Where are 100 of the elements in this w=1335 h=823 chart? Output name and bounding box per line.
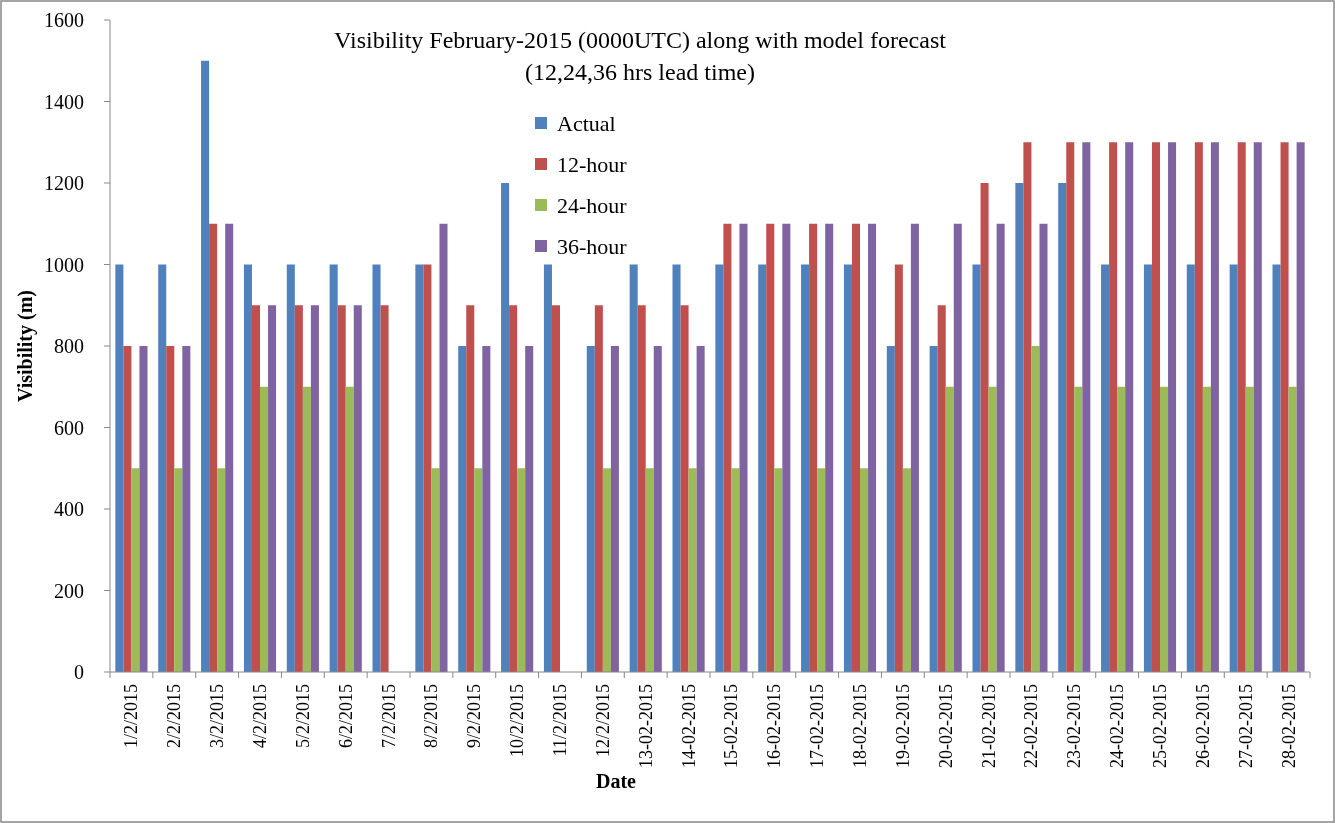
bar	[843, 264, 852, 672]
bar	[423, 264, 432, 672]
bar	[1151, 142, 1160, 672]
bar	[474, 468, 483, 672]
bar	[1015, 183, 1024, 672]
bar	[945, 386, 954, 672]
bar	[825, 223, 834, 672]
x-tick-label: 23-02-2015	[1064, 684, 1085, 768]
bar	[637, 305, 646, 672]
x-axis-title: Date	[596, 770, 637, 792]
bar	[886, 346, 895, 672]
bar	[672, 264, 681, 672]
bar	[1117, 386, 1126, 672]
bar	[902, 468, 911, 672]
bar	[1023, 142, 1032, 672]
bar	[758, 264, 767, 672]
bar	[415, 264, 424, 672]
bar	[345, 386, 354, 672]
bar	[431, 468, 440, 672]
bar	[372, 264, 381, 672]
bar	[929, 346, 938, 672]
bar	[1229, 264, 1238, 672]
bar	[894, 264, 903, 672]
bar	[380, 305, 389, 672]
bar	[302, 386, 311, 672]
text: (12,24,36 hrs lead time)	[525, 59, 755, 85]
y-tick-label: 1400	[44, 90, 84, 113]
bar	[551, 305, 560, 672]
bar	[1074, 386, 1083, 672]
bar	[158, 264, 167, 672]
x-tick-label: 5/2/2015	[292, 684, 313, 749]
bar	[739, 223, 748, 672]
bar	[1186, 264, 1195, 672]
x-tick-label: 21-02-2015	[978, 684, 999, 768]
bar	[166, 346, 175, 672]
bar	[1101, 264, 1110, 672]
bar	[182, 346, 191, 672]
x-tick-label: 12/2/2015	[592, 684, 613, 758]
bar	[1125, 142, 1134, 672]
bar	[860, 468, 869, 672]
bar	[1109, 142, 1118, 672]
bar	[286, 264, 295, 672]
bar	[310, 305, 319, 672]
x-tick-label: 24-02-2015	[1107, 684, 1128, 768]
bar	[1210, 142, 1219, 672]
bar	[251, 305, 260, 672]
bar	[774, 468, 783, 672]
bar	[225, 223, 234, 672]
x-tick-label: 26-02-2015	[1192, 684, 1213, 768]
bar	[817, 468, 826, 672]
bar	[517, 468, 526, 672]
bar	[1066, 142, 1075, 672]
y-tick-label: 200	[54, 579, 84, 602]
y-tick-label: 600	[54, 416, 84, 439]
x-tick-label: 28-02-2015	[1278, 684, 1299, 768]
bar	[594, 305, 603, 672]
bar	[937, 305, 946, 672]
x-tick-label: 19-02-2015	[892, 684, 913, 768]
bar	[174, 468, 183, 672]
x-tick-label: 11/2/2015	[550, 684, 570, 757]
bar	[972, 264, 981, 672]
x-tick-label: 3/2/2015	[207, 684, 228, 749]
x-tick-label: 7/2/2015	[378, 684, 399, 749]
bar	[294, 305, 303, 672]
bar	[217, 468, 226, 672]
bar	[260, 386, 269, 672]
bar	[439, 223, 448, 672]
chart-title: Visibility February-2015 (0000UTC) along with model forecast	[334, 27, 947, 53]
bar	[209, 223, 218, 672]
bar	[1296, 142, 1305, 672]
bar	[602, 468, 611, 672]
y-tick-label: 1600	[44, 9, 84, 31]
x-tick-label: 2/2/2015	[164, 684, 185, 749]
bar	[851, 223, 860, 672]
legend-label: Actual	[557, 110, 616, 136]
x-tick-label: 10/2/2015	[507, 684, 528, 758]
bar	[115, 264, 124, 672]
bar	[123, 346, 132, 672]
bar	[1082, 142, 1091, 672]
bar	[629, 264, 638, 672]
y-tick-label: 1200	[44, 172, 84, 194]
bar	[782, 223, 791, 672]
bar	[801, 264, 810, 672]
bar	[731, 468, 740, 672]
bar	[680, 305, 689, 672]
bar	[980, 183, 989, 672]
bar	[1194, 142, 1203, 672]
bar	[525, 346, 534, 672]
x-tick-label: 9/2/2015	[464, 684, 485, 749]
x-tick-label: 20-02-2015	[935, 684, 956, 768]
bar	[1058, 183, 1067, 672]
bar	[868, 223, 877, 672]
x-tick-label: 16-02-2015	[764, 684, 785, 768]
x-tick-label: 14-02-2015	[678, 684, 699, 768]
x-tick-label: 22-02-2015	[1021, 684, 1042, 768]
bar	[337, 305, 346, 672]
bar	[586, 346, 595, 672]
y-tick-label: 800	[54, 335, 84, 357]
y-axis-title: Visibility (m)	[14, 289, 37, 403]
y-tick-label: 0	[74, 661, 84, 683]
